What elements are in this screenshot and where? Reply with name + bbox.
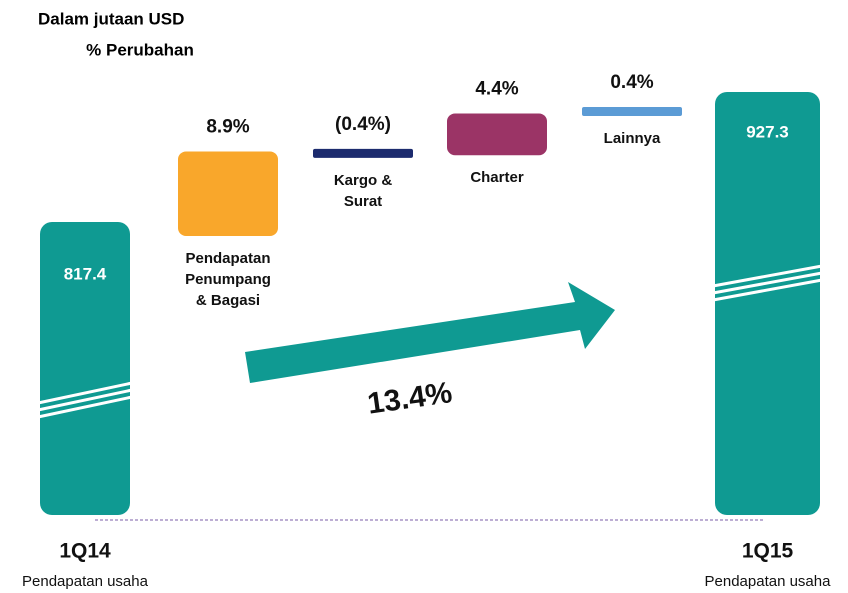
change-bar	[178, 151, 278, 236]
growth-label: 13.4%	[365, 376, 454, 421]
total-sublabel: Pendapatan usaha	[22, 573, 149, 590]
change-bar	[447, 113, 547, 156]
change-value-label: 8.9%	[206, 116, 249, 137]
change-category: Charter	[470, 169, 524, 187]
change-value-label: 0.4%	[610, 72, 653, 93]
change-bar	[582, 107, 682, 117]
axis-break	[712, 264, 823, 288]
growth-arrow	[245, 282, 615, 383]
change-category: Pendapatan Penumpang & Bagasi	[185, 250, 271, 309]
total-category: 1Q14	[59, 540, 111, 563]
axis-break	[37, 388, 133, 412]
total-category: 1Q15	[742, 540, 794, 563]
total-value-label: 817.4	[64, 264, 107, 283]
total-sublabel: Pendapatan usaha	[705, 573, 832, 590]
axis-break	[37, 381, 133, 405]
chart-subtitle: % Perubahan	[86, 40, 194, 59]
change-bar	[313, 148, 413, 158]
change-category: Lainnya	[603, 130, 661, 148]
chart-title: Dalam jutaan USD	[38, 9, 184, 28]
total-bar	[40, 222, 130, 515]
change-category: Kargo & Surat	[333, 171, 393, 210]
axis-break	[712, 271, 823, 295]
total-value-label: 927.3	[746, 122, 789, 141]
axis-break	[37, 395, 133, 419]
change-value-label: 4.4%	[475, 78, 518, 99]
change-value-label: (0.4%)	[335, 114, 391, 135]
axis-break	[712, 278, 823, 302]
total-bar	[715, 92, 820, 515]
